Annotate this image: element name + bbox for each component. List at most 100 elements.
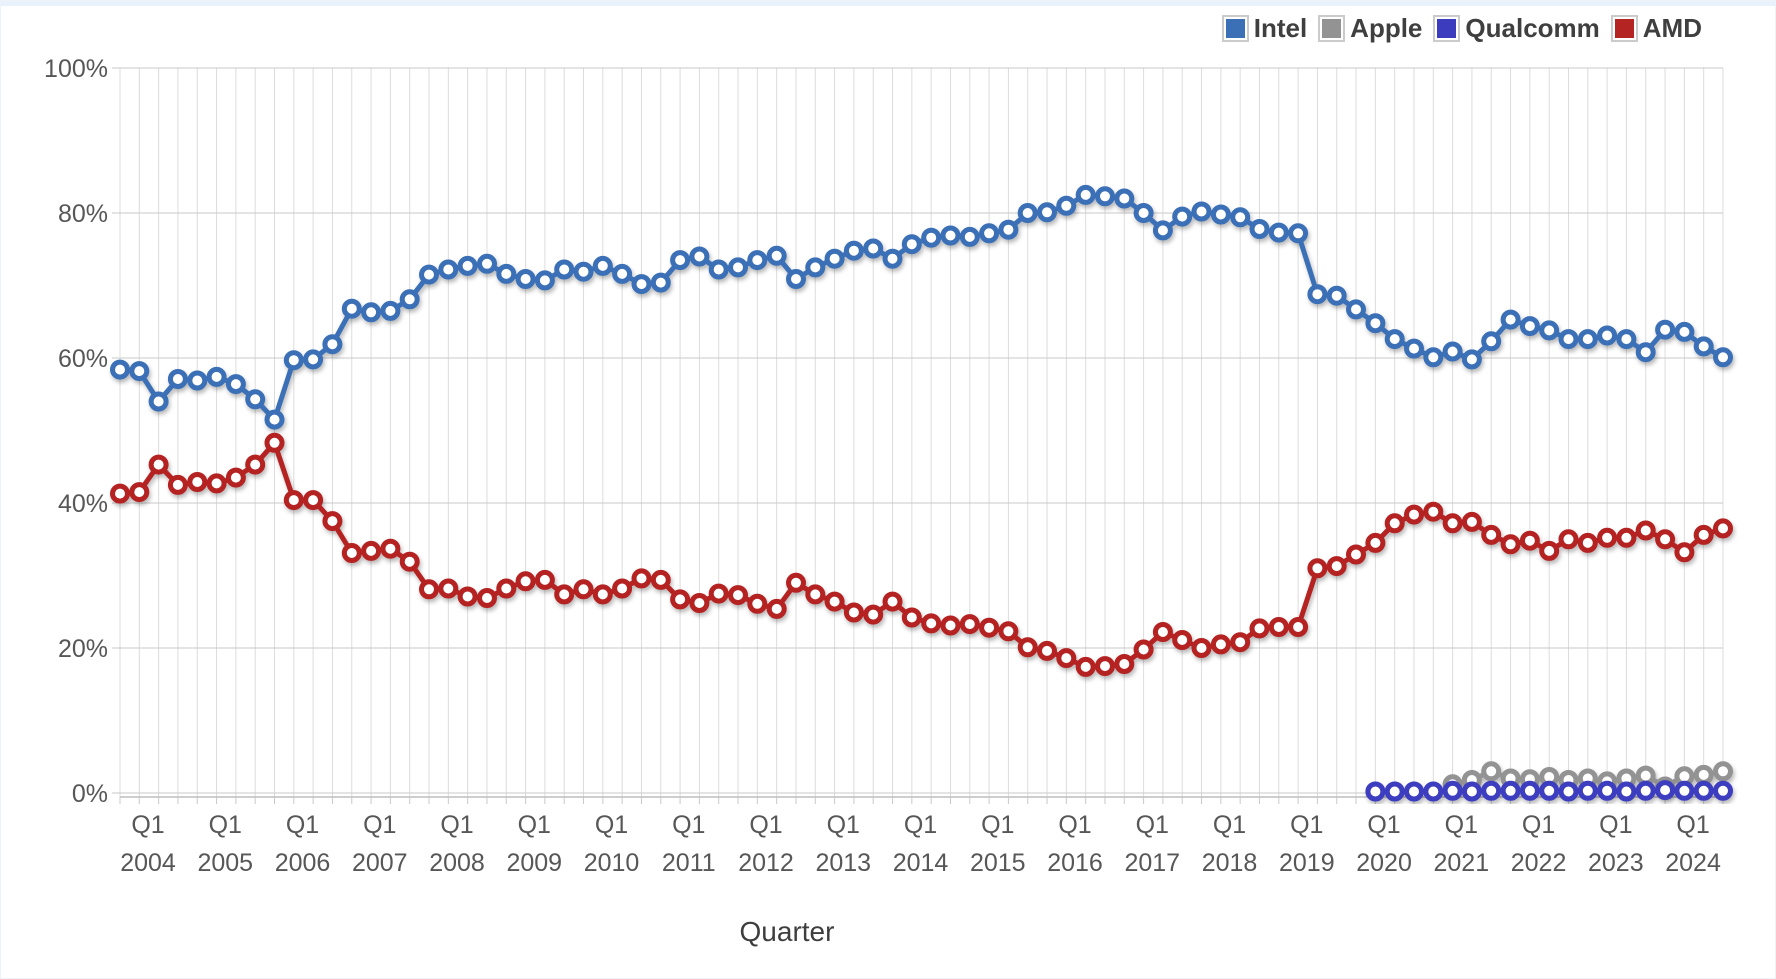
series-intel-line: [110, 184, 1733, 430]
data-point-amd: [167, 474, 188, 495]
data-point-intel: [1577, 329, 1598, 350]
data-point-intel: [805, 257, 826, 278]
data-point-intel: [882, 248, 903, 269]
svg-text:Q1: Q1: [1058, 811, 1091, 839]
x-axis-tick-marks: [119, 797, 1724, 804]
svg-text:2014: 2014: [893, 849, 949, 877]
data-point-amd: [1539, 540, 1560, 561]
series-amd-line: [110, 432, 1733, 677]
data-point-amd: [689, 593, 710, 613]
svg-text:2011: 2011: [662, 849, 716, 877]
data-point-amd: [1674, 542, 1695, 563]
data-point-intel: [901, 234, 922, 255]
data-point-intel: [1152, 220, 1173, 241]
data-point-amd: [322, 511, 343, 532]
data-point-qualcomm: [1384, 781, 1405, 802]
legend-item-apple[interactable]: Apple: [1320, 13, 1422, 44]
data-point-intel: [1404, 338, 1424, 359]
data-point-intel: [863, 238, 884, 259]
gridlines: [112, 67, 1724, 797]
data-point-amd: [1616, 527, 1637, 548]
legend-item-qualcomm[interactable]: Qualcomm: [1435, 13, 1600, 44]
legend-item-amd[interactable]: AMD: [1612, 13, 1702, 44]
legend-item-intel[interactable]: Intel: [1223, 13, 1307, 44]
data-point-qualcomm: [1500, 780, 1521, 801]
data-point-amd: [1597, 527, 1618, 548]
data-point-intel: [496, 263, 517, 284]
data-point-intel: [1558, 329, 1579, 350]
data-point-amd: [979, 617, 1000, 638]
data-point-amd: [148, 454, 169, 475]
chart-legend: Intel Apple Qualcomm AMD: [1223, 13, 1702, 44]
data-point-amd: [592, 584, 613, 605]
x-axis-title: Quarter: [740, 916, 835, 947]
svg-text:2022: 2022: [1511, 849, 1567, 877]
svg-text:Q1: Q1: [1367, 811, 1400, 839]
data-point-intel: [921, 227, 942, 248]
data-point-amd: [1635, 520, 1656, 541]
svg-text:Q1: Q1: [286, 811, 319, 839]
data-point-amd: [380, 538, 401, 559]
data-point-amd: [361, 540, 382, 561]
data-point-amd: [1037, 640, 1057, 661]
svg-text:Q1: Q1: [440, 811, 473, 839]
data-point-intel: [380, 300, 401, 321]
data-point-qualcomm: [1713, 780, 1733, 801]
data-point-amd: [303, 490, 324, 511]
data-point-amd: [1558, 529, 1579, 550]
data-point-amd: [573, 579, 594, 600]
data-point-amd: [863, 604, 884, 625]
data-point-amd: [1075, 656, 1096, 677]
svg-text:2023: 2023: [1588, 849, 1644, 877]
data-point-intel: [1307, 284, 1328, 305]
data-point-apple: [1481, 761, 1502, 782]
data-point-intel: [1114, 188, 1135, 209]
data-point-intel: [1268, 222, 1289, 243]
data-point-amd: [496, 578, 517, 599]
data-point-intel: [1210, 204, 1231, 225]
data-point-intel: [573, 261, 594, 282]
data-point-amd: [805, 584, 826, 605]
svg-text:Q1: Q1: [595, 811, 628, 839]
data-point-intel: [1365, 313, 1386, 334]
data-point-amd: [766, 598, 787, 619]
data-point-amd: [1268, 617, 1289, 637]
svg-text:100%: 100%: [44, 55, 108, 83]
svg-text:2013: 2013: [815, 849, 871, 877]
data-point-intel: [303, 349, 324, 370]
data-point-amd: [206, 473, 227, 494]
data-point-amd: [457, 586, 478, 607]
data-point-intel: [1230, 207, 1251, 228]
data-point-intel: [1384, 329, 1405, 350]
data-point-amd: [1114, 654, 1135, 674]
data-point-amd: [747, 593, 768, 614]
data-point-amd: [1655, 529, 1676, 550]
data-point-intel: [670, 250, 691, 271]
data-point-intel: [457, 255, 478, 276]
data-point-amd: [901, 607, 922, 628]
data-point-qualcomm: [1674, 780, 1695, 801]
legend-label-qualcomm: Qualcomm: [1465, 13, 1600, 43]
data-point-amd: [843, 602, 864, 623]
legend-swatch-intel: [1223, 17, 1247, 40]
data-point-intel: [1635, 342, 1656, 363]
data-point-intel: [631, 274, 652, 295]
data-point-qualcomm: [1616, 781, 1637, 802]
data-point-intel: [1288, 223, 1309, 244]
data-point-amd: [1288, 617, 1309, 637]
data-point-amd: [1500, 534, 1521, 555]
data-point-amd: [225, 467, 246, 488]
data-point-qualcomm: [1442, 780, 1463, 801]
data-point-intel: [1713, 347, 1733, 368]
svg-text:Q1: Q1: [1136, 811, 1169, 839]
svg-text:2017: 2017: [1124, 849, 1180, 877]
data-point-intel: [341, 298, 362, 319]
data-point-amd: [1713, 518, 1733, 539]
data-point-amd: [1519, 530, 1540, 551]
data-point-amd: [959, 614, 980, 635]
svg-text:Q1: Q1: [749, 811, 782, 839]
data-point-intel: [1191, 201, 1212, 222]
data-point-amd: [1423, 501, 1444, 522]
svg-text:40%: 40%: [58, 490, 108, 518]
